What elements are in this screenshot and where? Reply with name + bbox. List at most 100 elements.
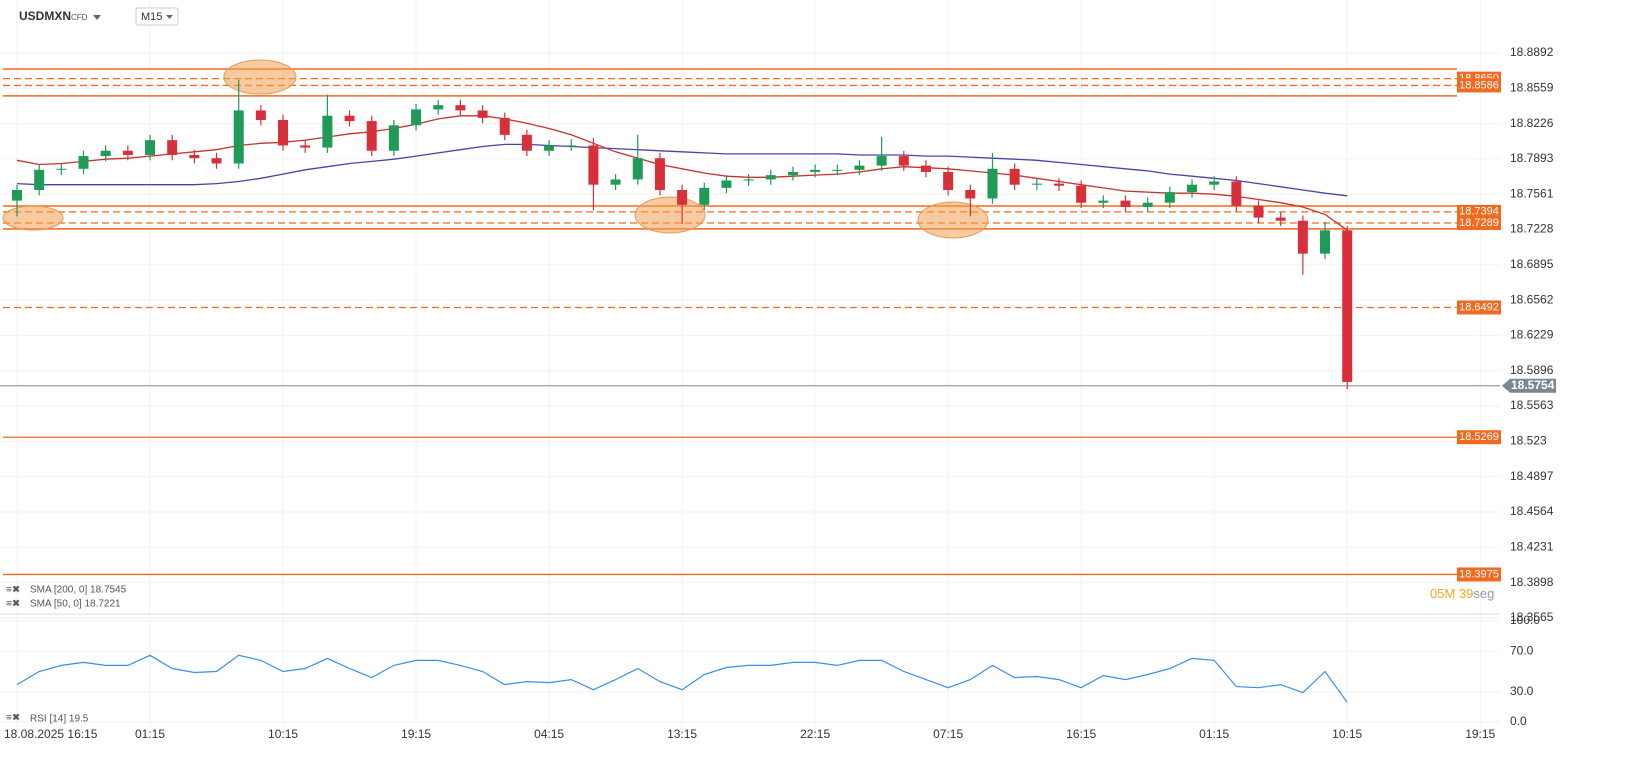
rsi-tick-label: 100.0: [1510, 613, 1540, 627]
rsi-legend: RSI [14] 19.5: [30, 714, 89, 725]
y-tick-label: 18.4897: [1510, 469, 1554, 483]
legend-icon[interactable]: ≡✖: [6, 585, 20, 596]
candle-body: [677, 189, 688, 205]
level-label: 18.7289: [1459, 217, 1499, 229]
candle-body: [654, 158, 665, 190]
candle-body: [499, 117, 510, 135]
candle-body: [521, 134, 532, 151]
y-tick-label: 18.8226: [1510, 116, 1554, 130]
candle-body: [588, 145, 599, 185]
candle-body: [943, 171, 954, 190]
rsi-line: [16, 654, 1348, 703]
candle-body: [632, 158, 643, 180]
y-tick-label: 18.6229: [1510, 328, 1554, 342]
x-tick-label: 01:15: [1199, 727, 1229, 741]
level-tag: [1457, 78, 1501, 93]
x-tick-label: 07:15: [933, 727, 963, 741]
candle-body: [1275, 217, 1286, 221]
x-tick-label: 18.08.2025 16:15: [4, 727, 98, 741]
candle-body: [987, 168, 998, 199]
candle-body: [1053, 183, 1064, 186]
candle-body: [145, 140, 156, 155]
timeframe-select[interactable]: [135, 7, 179, 26]
instrument-type: CFD: [71, 13, 88, 22]
y-tick-label: 18.8892: [1510, 45, 1554, 59]
level-label: 18.3975: [1459, 568, 1499, 580]
y-tick-label: 18.523: [1510, 434, 1547, 448]
y-tick-label: 18.6895: [1510, 257, 1554, 271]
level-label: 18.5269: [1459, 431, 1499, 443]
rsi-tick-label: 0.0: [1510, 714, 1527, 728]
candle-body: [455, 105, 466, 111]
candle-body: [1009, 168, 1020, 185]
candle-body: [1231, 181, 1242, 206]
legend-entry: SMA [200, 0] 18.7545: [30, 585, 127, 596]
countdown-minutes: 05M: [1430, 586, 1455, 601]
candle-body: [167, 140, 178, 155]
sma-line: [16, 143, 1348, 197]
symbol[interactable]: USDMXN: [19, 9, 71, 23]
candle-body: [56, 168, 67, 170]
candle-body: [1342, 230, 1353, 382]
highlight-ellipse: [223, 59, 297, 95]
x-tick-label: 22:15: [800, 727, 830, 741]
candle-body: [1142, 202, 1153, 207]
last-price-tag: [1502, 378, 1556, 393]
candle-body: [743, 179, 754, 181]
y-tick-label: 18.5563: [1510, 398, 1554, 412]
x-tick-label: 16:15: [1066, 727, 1096, 741]
candle-body: [1209, 181, 1220, 185]
candle-body: [411, 109, 422, 126]
candle-body: [898, 156, 909, 166]
candle-body: [765, 175, 776, 180]
highlight-ellipse: [634, 196, 706, 234]
candle-body: [610, 179, 621, 185]
timeframe-caret[interactable]: [166, 15, 173, 19]
candle-body: [566, 145, 577, 147]
x-tick-label: 01:15: [135, 727, 165, 741]
candle-body: [1120, 200, 1131, 207]
symbol-dropdown[interactable]: [93, 15, 101, 20]
level-tag: [1457, 215, 1501, 230]
candle-body: [388, 125, 399, 151]
x-tick-label: 19:15: [401, 727, 431, 741]
candle-body: [721, 180, 732, 188]
x-tick-label: 19:15: [1465, 727, 1495, 741]
candle-body: [1320, 230, 1331, 254]
level-tag: [1457, 204, 1501, 219]
y-tick-label: 18.5896: [1510, 363, 1554, 377]
level-label: 18.7394: [1459, 206, 1499, 218]
level-tag: [1457, 300, 1501, 315]
legend-icon[interactable]: ≡✖: [6, 713, 20, 724]
candle-body: [544, 145, 555, 151]
countdown-unit: seg: [1473, 586, 1494, 601]
x-tick-label: 10:15: [1332, 727, 1362, 741]
grid: [0, 0, 1500, 726]
countdown-seconds: 39: [1459, 586, 1473, 601]
legend-icon[interactable]: ≡✖: [6, 599, 20, 610]
y-tick-label: 18.4231: [1510, 539, 1554, 553]
x-tick-label: 13:15: [667, 727, 697, 741]
plot: [12, 79, 1353, 703]
candle-body: [278, 119, 289, 146]
candle-body: [477, 110, 488, 118]
candle-body: [965, 189, 976, 199]
level-label: 18.6492: [1459, 301, 1499, 313]
legend-entry: SMA [50, 0] 18.7221: [30, 599, 121, 610]
candle-body: [787, 171, 798, 176]
level-tag: [1457, 430, 1501, 445]
candle-body: [344, 115, 355, 122]
candle-body: [1253, 205, 1264, 218]
candle-body: [1031, 183, 1042, 185]
candle-body: [366, 121, 377, 151]
candle-body: [233, 110, 244, 164]
timeframe[interactable]: M15: [141, 11, 162, 23]
candle-body: [1164, 192, 1175, 203]
candle-body: [211, 158, 222, 164]
level-tag: [1457, 567, 1501, 582]
candle-body: [78, 156, 89, 169]
candle-body: [255, 110, 266, 120]
y-tick-label: 18.3898: [1510, 575, 1554, 589]
candle-body: [34, 169, 45, 190]
candle-body: [189, 154, 200, 159]
